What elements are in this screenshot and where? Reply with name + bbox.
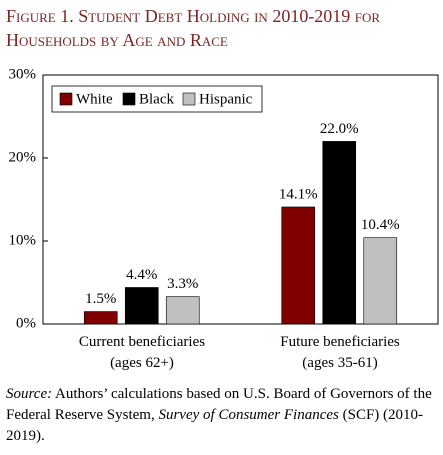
x-tick-label: Future beneficiaries (ages 35-61) [280, 334, 400, 371]
data-label: 1.5% [85, 291, 116, 307]
y-tick-label: 10% [9, 232, 37, 248]
y-tick-label: 20% [9, 149, 37, 165]
legend-swatch [59, 92, 73, 106]
data-label: 3.3% [167, 276, 198, 292]
legend-label: Black [139, 91, 174, 107]
y-tick-label: 0% [16, 315, 36, 331]
source-label: Source: [6, 386, 53, 402]
x-tick-label: Current beneficiaries (ages 62+) [78, 334, 206, 371]
bar [124, 287, 159, 325]
legend-swatch [182, 92, 196, 106]
source-text: Authors’ calculations based on U.S. Boar… [6, 386, 432, 423]
data-label: 14.1% [279, 186, 318, 202]
source-title: Survey of Consumer Finances [158, 407, 339, 423]
source-note: Source: Authors’ calculations based on U… [6, 384, 438, 447]
legend-label: Hispanic [199, 91, 253, 107]
plot-frame [42, 74, 439, 325]
source-text: (SCF) (2010-2019). [6, 407, 424, 444]
bar [83, 311, 118, 325]
bar [281, 206, 316, 325]
data-label: 10.4% [361, 217, 400, 233]
legend-label: White [76, 91, 113, 107]
data-label: 22.0% [320, 121, 359, 137]
data-label: 4.4% [126, 267, 157, 283]
legend-swatch [122, 92, 136, 106]
bar [322, 141, 357, 325]
bar [165, 296, 200, 325]
bar [363, 237, 398, 325]
y-tick-label: 30% [9, 66, 37, 82]
chart-title: Figure 1. Student Debt Holding in 2010-2… [6, 6, 381, 50]
legend-box [51, 85, 263, 113]
